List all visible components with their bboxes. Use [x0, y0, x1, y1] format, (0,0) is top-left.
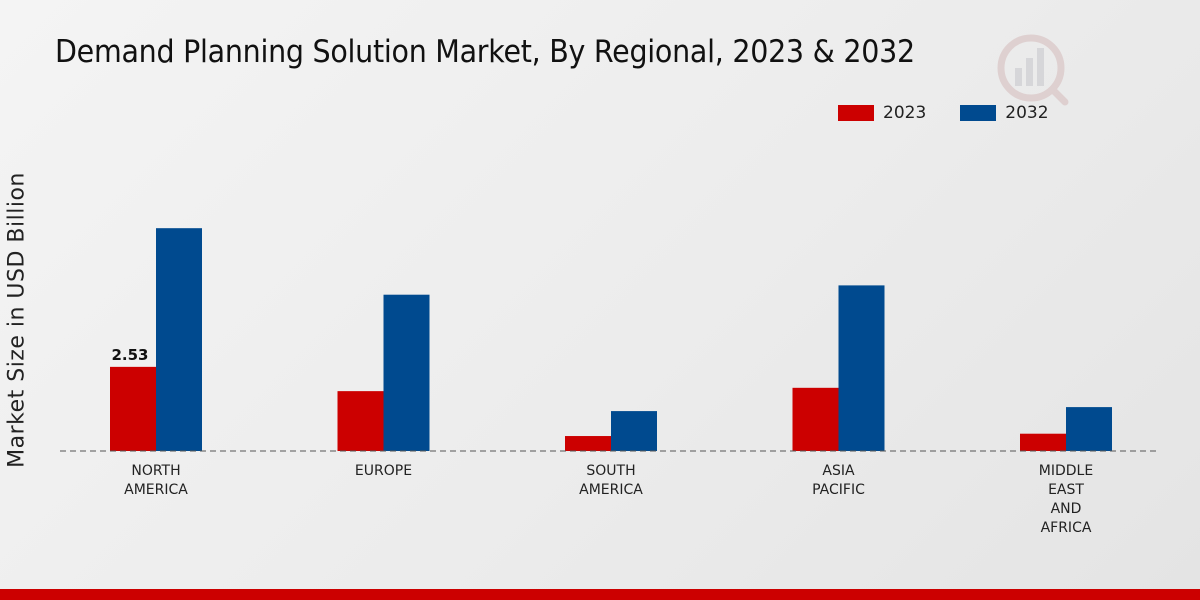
bar-2023-3 [792, 387, 839, 451]
bar-2032-4 [1066, 407, 1112, 451]
bar-2032-2 [611, 411, 657, 451]
chart-title: Demand Planning Solution Market, By Regi… [55, 34, 915, 70]
watermark-logo-icon [997, 34, 1069, 106]
x-tick-label-0: NORTH AMERICA [124, 463, 188, 498]
legend-label-2023: 2023 [883, 103, 927, 123]
legend-swatch-2032 [960, 105, 997, 121]
bar-2032-0 [156, 228, 202, 451]
x-tick-label-2: SOUTH AMERICA [579, 463, 643, 498]
legend-item-2032: 2032 [960, 103, 1049, 123]
bar-2023-2 [565, 436, 611, 451]
legend-item-2023: 2023 [838, 103, 926, 123]
x-tick-label-1: EUROPE [355, 463, 412, 479]
x-tick-label-4: MIDDLE EAST AND AFRICA [1039, 463, 1093, 536]
data-label-0: 2.53 [111, 346, 148, 364]
x-tick-label-3: ASIA PACIFIC [812, 463, 865, 498]
bar-2032-3 [838, 285, 885, 451]
legend: 2023 2032 [838, 103, 1083, 123]
bar-2023-4 [1020, 433, 1066, 451]
legend-swatch-2023 [838, 105, 874, 121]
footer-bar [0, 589, 1200, 600]
bar-2023-0 [110, 366, 156, 451]
legend-label-2032: 2032 [1005, 103, 1049, 123]
bar-2023-1 [337, 391, 384, 451]
bar-2032-1 [383, 294, 430, 451]
